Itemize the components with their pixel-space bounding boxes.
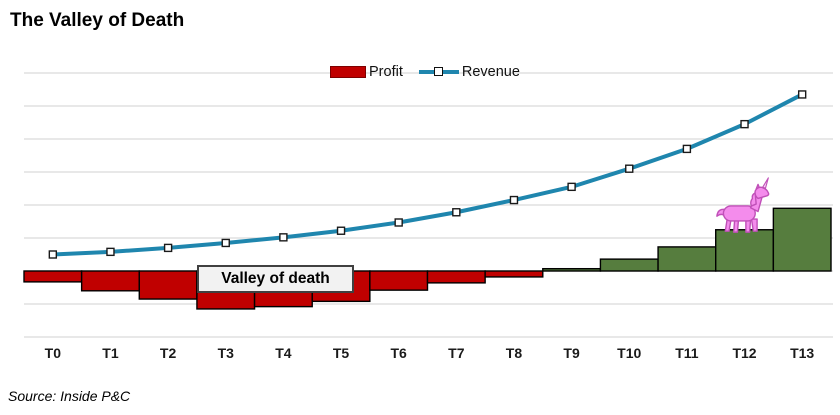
profit-bar-T9 [542,267,602,272]
unicorn-icon [716,177,770,233]
profit-bar-T0 [23,270,83,283]
page-title: The Valley of Death [10,10,185,31]
legend-item-profit: Profit [330,64,403,80]
revenue-marker-T6 [394,218,403,227]
profit-bar-T8 [484,270,544,278]
valley-of-death-label: Valley of death [197,265,354,293]
x-axis-label-T0: T0 [44,345,61,361]
x-axis-label-T9: T9 [563,345,580,361]
x-axis-label-T13: T13 [790,345,815,361]
revenue-marker-T10 [625,164,634,173]
profit-bar-T2 [138,270,198,300]
x-axis-label-T11: T11 [675,345,699,361]
revenue-line [50,92,805,257]
x-axis-label-T3: T3 [217,345,234,361]
revenue-marker-T11 [682,144,692,154]
x-axis-label-T5: T5 [332,345,350,361]
x-axis-label-T7: T7 [448,345,465,361]
revenue-marker-T8 [509,195,519,205]
profit-bar-T13 [772,207,832,272]
profit-bar-T10 [599,258,659,272]
revenue-marker-T9 [567,182,576,192]
revenue-marker-T13 [797,90,807,99]
source-note: Source: Inside P&C [8,388,131,404]
x-axis-label-T8: T8 [505,345,523,361]
revenue-marker-T5 [336,226,346,235]
profit-bar-T6 [369,270,429,291]
unicorn-horn [762,177,769,189]
x-axis-label-T2: T2 [159,345,177,361]
legend-revenue-label: Revenue [461,64,520,80]
revenue-marker-T3 [221,238,230,248]
x-axis: T0 T1 T2 T3 T4 T5 T6 T7 T8 T9 T10 T11 T12 T13 [0,345,840,365]
legend-revenue-marker-icon [433,67,443,76]
x-axis-label-T12: T12 [732,345,757,361]
profit-bar-T7 [426,270,486,284]
legend: Profit Revenue [330,64,520,80]
x-axis-label-T1: T1 [102,345,119,361]
revenue-marker-T2 [163,243,173,253]
legend-profit-swatch [330,66,366,78]
x-axis-label-T10: T10 [617,345,642,361]
x-axis-label-T6: T6 [390,345,407,361]
legend-profit-label: Profit [369,64,403,80]
x-axis-label-T4: T4 [275,345,292,361]
revenue-marker-T7 [452,208,461,217]
revenue-marker-T12 [740,119,749,129]
revenue-marker-T0 [48,250,58,259]
profit-bar-T12 [715,229,775,272]
legend-revenue-line [418,67,459,76]
revenue-marker-T1 [106,247,115,257]
revenue-marker-T4 [279,233,288,242]
profit-bar-T1 [80,270,140,292]
profit-bar-T11 [657,246,717,272]
legend-item-revenue: Revenue [418,64,520,80]
